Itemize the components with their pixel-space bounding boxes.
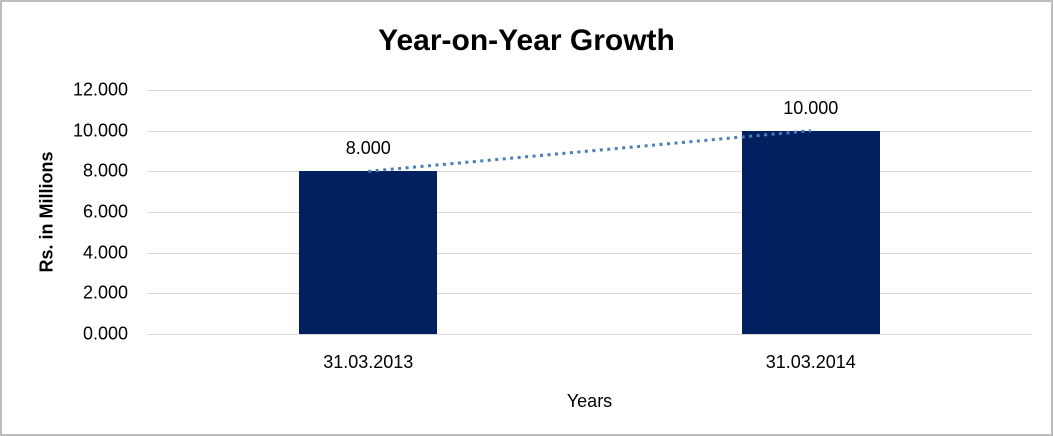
y-tick-label: 8.000 — [82, 160, 128, 181]
x-tick-label: 31.03.2014 — [765, 352, 856, 372]
plot-area: 8.000 10.000 — [147, 90, 1032, 335]
trendline — [368, 129, 811, 173]
y-tick-label: 4.000 — [82, 242, 128, 263]
y-tick-label: 10.000 — [72, 120, 128, 141]
gridline — [147, 171, 1032, 173]
gridline — [147, 130, 1032, 132]
bar-31.03.2014 — [741, 130, 880, 334]
trendline-segment — [368, 129, 811, 173]
y-tick-label: 0.000 — [82, 323, 128, 344]
gridline — [147, 334, 1032, 335]
chart-title: Year-on-Year Growth — [378, 24, 675, 57]
y-tick-label: 12.000 — [72, 79, 128, 100]
y-axis-title: Rs. in Millions — [36, 151, 57, 273]
bar-value-label: 10.000 — [783, 97, 839, 118]
x-tick-label: 31.03.2013 — [323, 352, 414, 372]
gridline — [147, 212, 1032, 213]
x-axis-title: Years — [566, 391, 613, 411]
bar-value-label: 8.000 — [345, 138, 391, 159]
y-tick-label: 6.000 — [82, 201, 128, 222]
bar-31.03.2013 — [299, 171, 438, 334]
y-tick-label: 2.000 — [82, 282, 128, 303]
gridline — [147, 90, 1032, 91]
gridline — [147, 252, 1032, 254]
gridline — [147, 293, 1032, 295]
